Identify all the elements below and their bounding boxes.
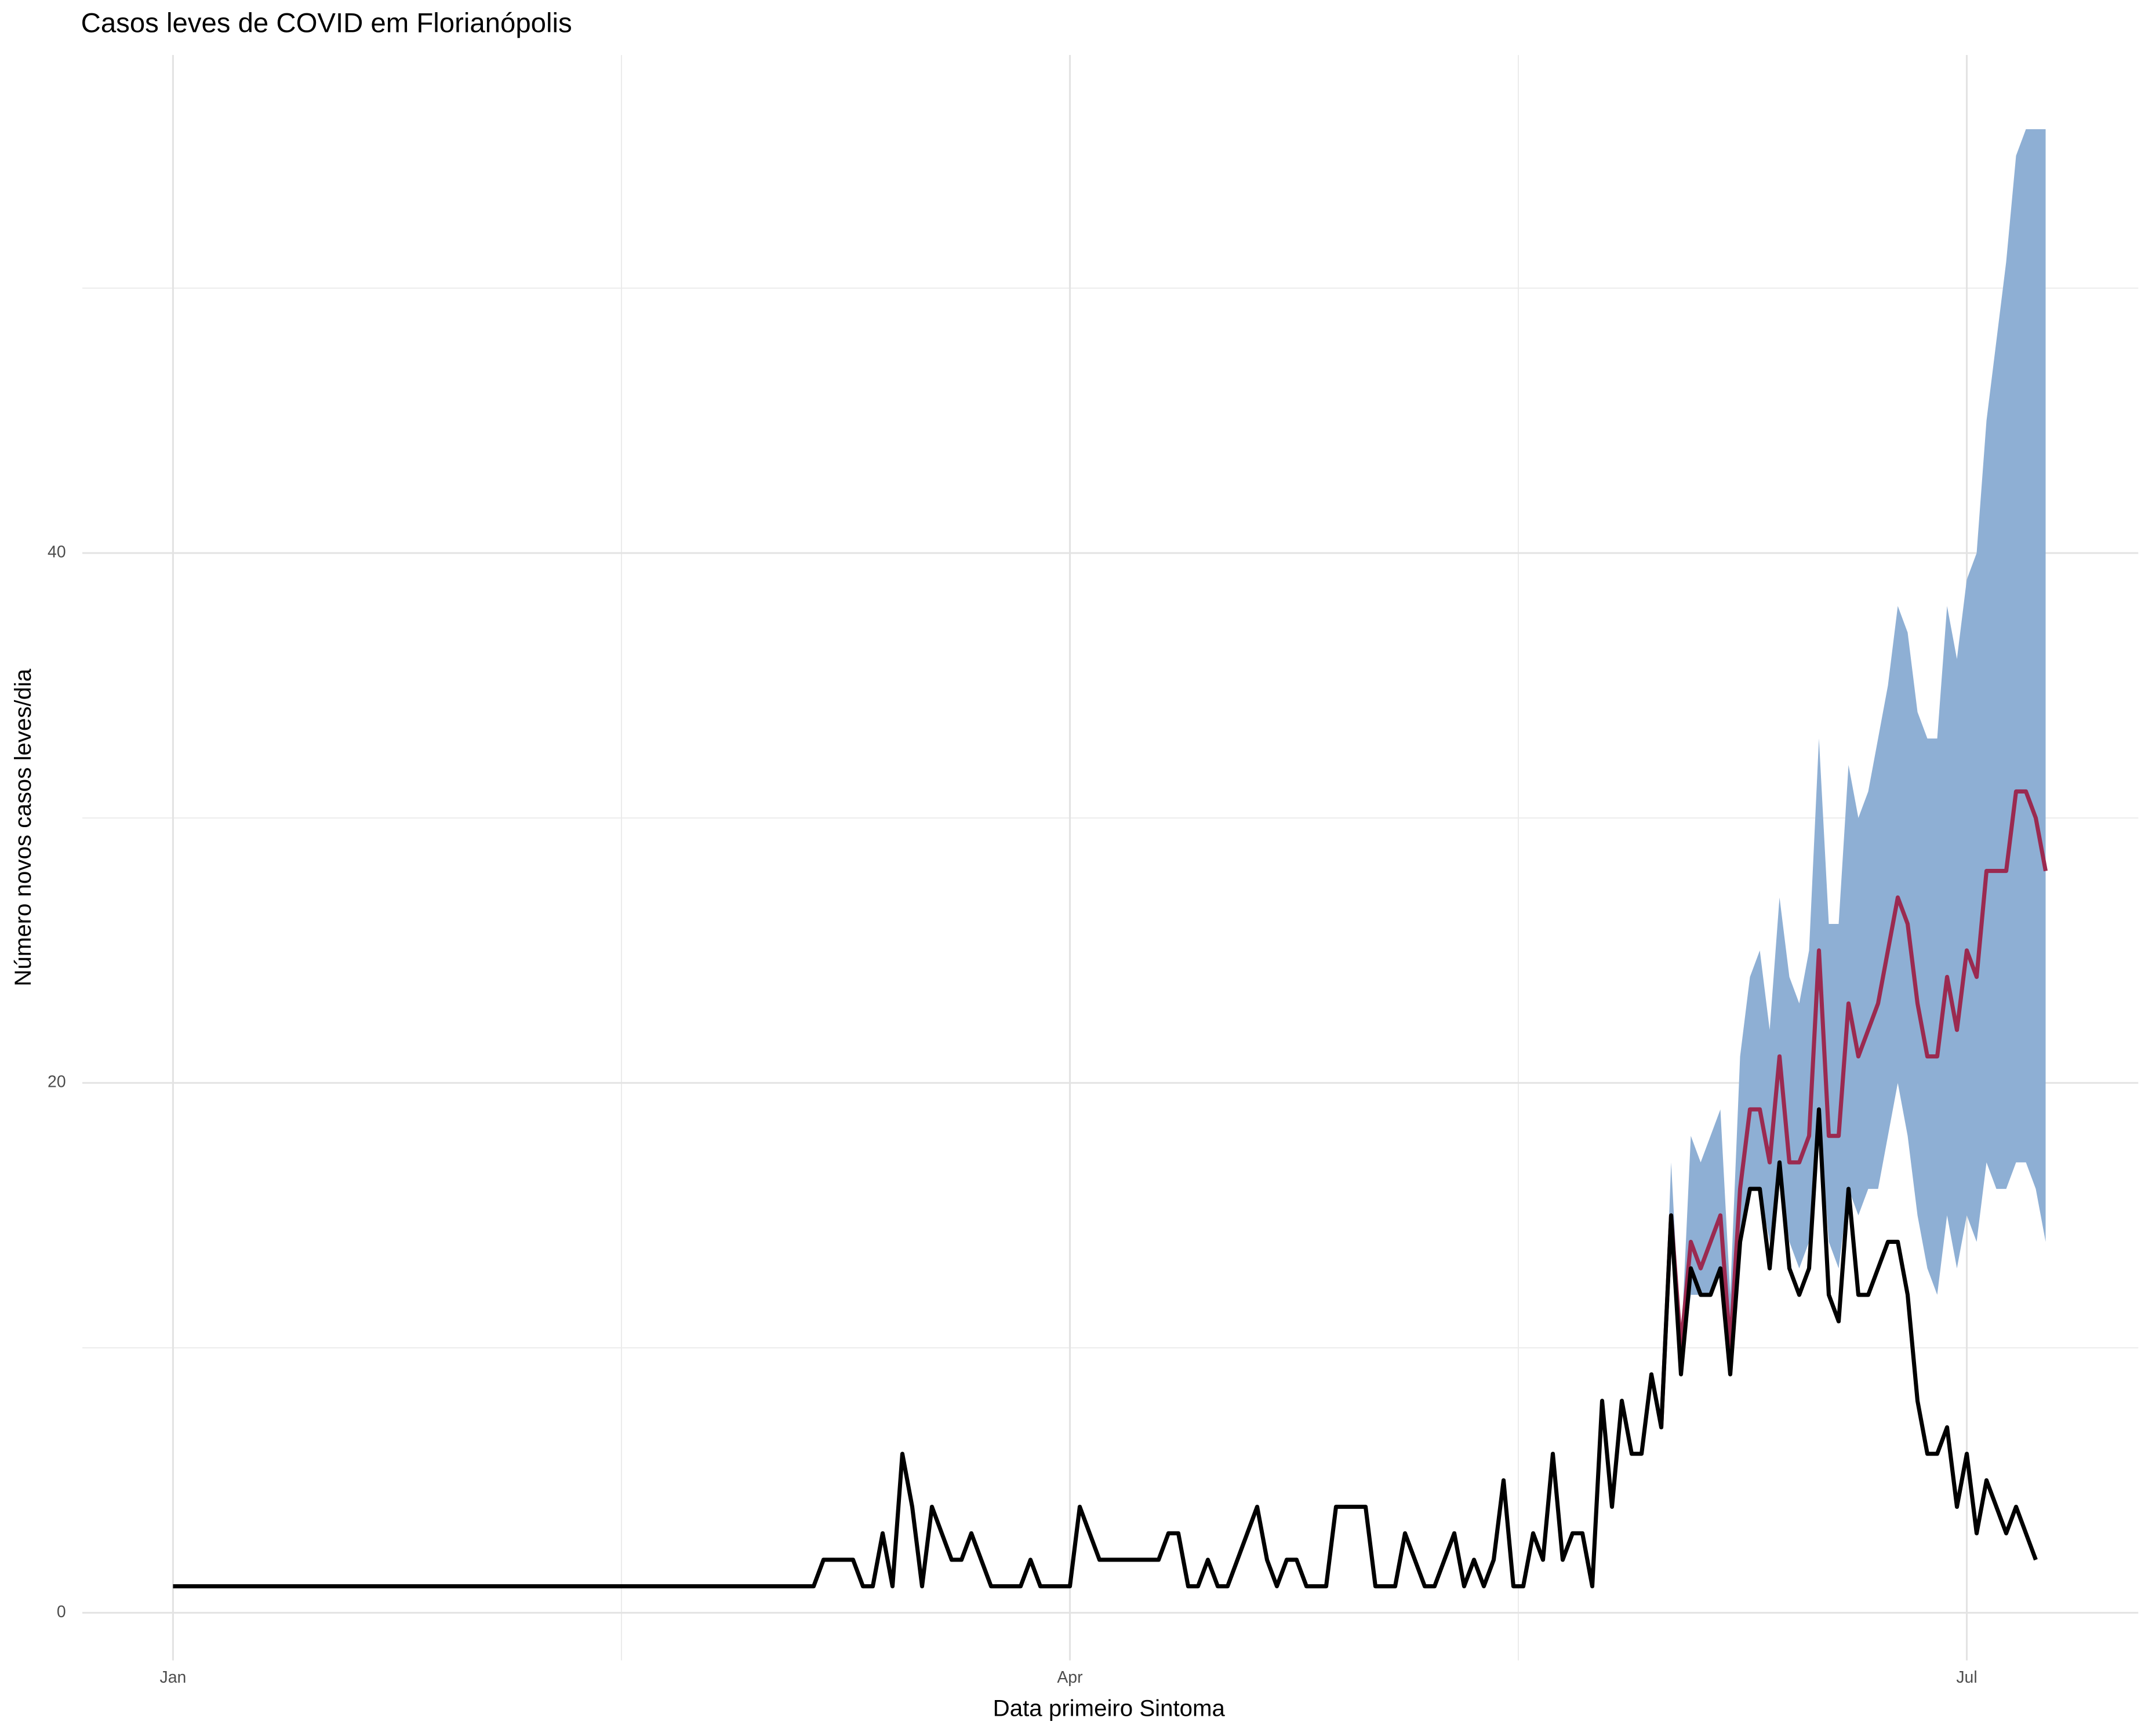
x-axis-label: Data primeiro Sintoma (993, 1695, 1226, 1721)
chart-title: Casos leves de COVID em Florianópolis (81, 8, 572, 38)
x-tick-label: Jan (160, 1668, 187, 1687)
series-line (173, 1107, 2038, 1589)
x-tick-label: Jul (1956, 1668, 1977, 1687)
y-tick-label: 20 (48, 1073, 66, 1091)
y-tick-label: 0 (57, 1603, 66, 1621)
y-axis-label: Número novos casos leves/dia (10, 668, 36, 987)
x-tick-label: Apr (1057, 1668, 1082, 1687)
confidence-band (1661, 129, 2046, 1428)
series-line (1659, 789, 2048, 1428)
y-tick-label: 40 (48, 543, 66, 562)
